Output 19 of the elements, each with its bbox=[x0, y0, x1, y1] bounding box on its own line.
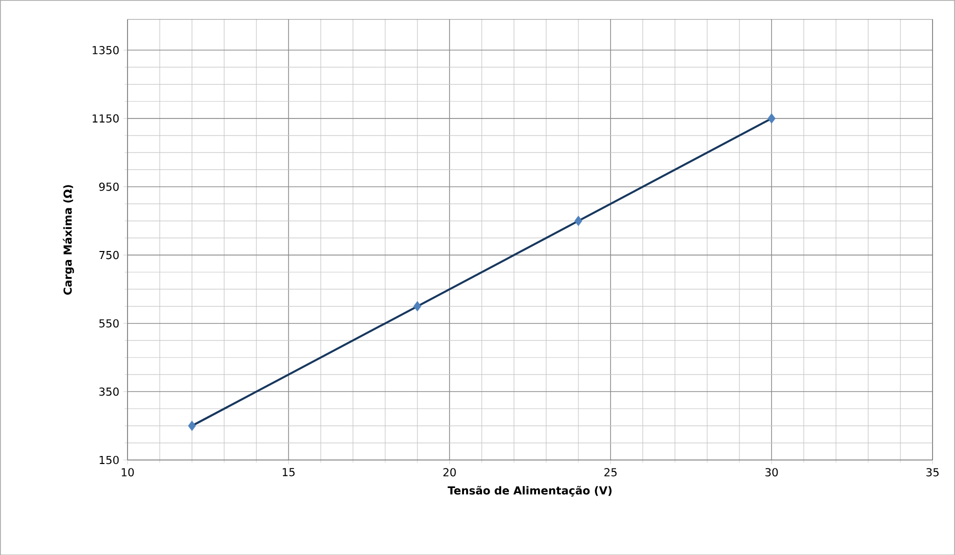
y-tick-label: 550 bbox=[99, 318, 119, 328]
y-tick-label: 350 bbox=[99, 387, 119, 396]
point bbox=[574, 215, 582, 226]
point bbox=[768, 113, 776, 124]
point bbox=[413, 300, 422, 312]
x-tick-label: 10 bbox=[122, 468, 134, 476]
y-tick-label: 950 bbox=[99, 182, 119, 191]
y-tick-label: 1350 bbox=[92, 46, 119, 54]
y-tick-label: 750 bbox=[99, 250, 119, 259]
y-tick-label: 150 bbox=[100, 456, 119, 464]
x-axis-title: Tensão de Alimentação (V) bbox=[448, 486, 612, 496]
x-tick-label: 25 bbox=[604, 468, 617, 476]
x-tick-label: 30 bbox=[765, 468, 778, 476]
x-tick-label: 20 bbox=[443, 468, 456, 476]
x-tick-label: 35 bbox=[926, 468, 939, 476]
point bbox=[188, 420, 196, 431]
y-tick-label: 1150 bbox=[92, 114, 119, 122]
y-axis-title: Carga Máxima (Ω) bbox=[62, 184, 74, 294]
x-tick-label: 15 bbox=[282, 468, 295, 476]
